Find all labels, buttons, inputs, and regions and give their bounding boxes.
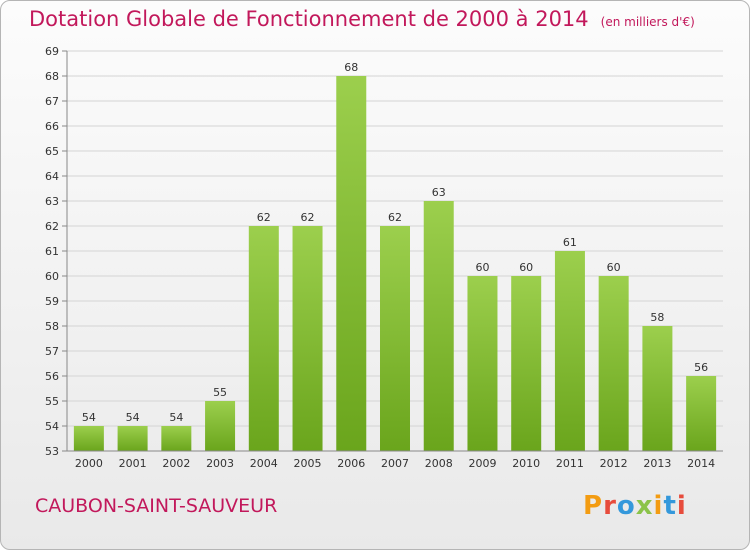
x-tick-label: 2000: [75, 457, 103, 470]
data-label: 62: [257, 211, 271, 224]
y-tick-label: 64: [45, 170, 59, 183]
bar: [598, 276, 629, 451]
y-tick-label: 65: [45, 145, 59, 158]
y-tick-label: 59: [45, 295, 59, 308]
data-label: 56: [694, 361, 708, 374]
data-label: 54: [126, 411, 140, 424]
x-tick-label: 2009: [468, 457, 496, 470]
proxiti-logo: Proxiti: [583, 491, 687, 521]
y-tick-label: 56: [45, 370, 59, 383]
x-tick-label: 2003: [206, 457, 234, 470]
y-tick-label: 68: [45, 70, 59, 83]
x-tick-label: 2013: [643, 457, 671, 470]
data-label: 60: [475, 261, 489, 274]
bar: [205, 401, 236, 451]
title-text: Dotation Globale de Fonctionnement de 20…: [29, 7, 589, 31]
x-tick-label: 2012: [600, 457, 628, 470]
bar: [161, 426, 192, 451]
y-tick-label: 54: [45, 420, 59, 433]
data-label: 55: [213, 386, 227, 399]
y-tick-label: 60: [45, 270, 59, 283]
bar: [117, 426, 148, 451]
y-tick-label: 67: [45, 95, 59, 108]
x-tick-label: 2014: [687, 457, 715, 470]
y-tick-label: 69: [45, 45, 59, 58]
x-tick-label: 2007: [381, 457, 409, 470]
y-tick-label: 58: [45, 320, 59, 333]
data-label: 68: [344, 61, 358, 74]
x-tick-label: 2005: [294, 457, 322, 470]
x-tick-label: 2011: [556, 457, 584, 470]
bar: [248, 226, 279, 451]
data-label: 54: [82, 411, 96, 424]
x-tick-label: 2004: [250, 457, 278, 470]
commune-name: CAUBON-SAINT-SAUVEUR: [35, 495, 278, 517]
axes: [62, 50, 723, 452]
data-label: 62: [301, 211, 315, 224]
y-tick-label: 61: [45, 245, 59, 258]
data-label: 60: [519, 261, 533, 274]
data-label: 63: [432, 186, 446, 199]
bars: [73, 76, 717, 451]
logo-letter: i: [676, 491, 687, 521]
x-tick-label: 2010: [512, 457, 540, 470]
data-label: 54: [169, 411, 183, 424]
y-tick-label: 62: [45, 220, 59, 233]
x-tick-label: 2001: [119, 457, 147, 470]
logo-letter: o: [616, 491, 636, 521]
x-tick-label: 2008: [425, 457, 453, 470]
bar: [686, 376, 717, 451]
bar: [336, 76, 367, 451]
data-label: 58: [650, 311, 664, 324]
bar: [642, 326, 673, 451]
y-tick-label: 57: [45, 345, 59, 358]
chart-title: Dotation Globale de Fonctionnement de 20…: [29, 7, 695, 31]
y-tick-label: 53: [45, 445, 59, 458]
bar: [511, 276, 542, 451]
bar: [423, 201, 454, 451]
data-label: 62: [388, 211, 402, 224]
unit-label: (en milliers d'€): [600, 15, 695, 29]
y-tick-label: 63: [45, 195, 59, 208]
logo-letter: t: [663, 491, 677, 521]
logo-letter: x: [635, 491, 654, 521]
y-tick-label: 55: [45, 395, 59, 408]
data-label: 61: [563, 236, 577, 249]
logo-letter: P: [583, 491, 604, 521]
logo-letter: i: [653, 491, 664, 521]
x-tick-label: 2006: [337, 457, 365, 470]
y-tick-label: 66: [45, 120, 59, 133]
x-tick-label: 2002: [162, 457, 190, 470]
data-label: 60: [607, 261, 621, 274]
bar: [292, 226, 323, 451]
bar: [380, 226, 410, 451]
labels: 53 54 55 56 57 58 59 60 61 62 63 64 65 66 67 68 69 54 2000…: [45, 45, 715, 470]
logo-letter: r: [603, 491, 617, 521]
bar: [73, 426, 104, 451]
bar: [554, 251, 585, 451]
bar: [467, 276, 498, 451]
